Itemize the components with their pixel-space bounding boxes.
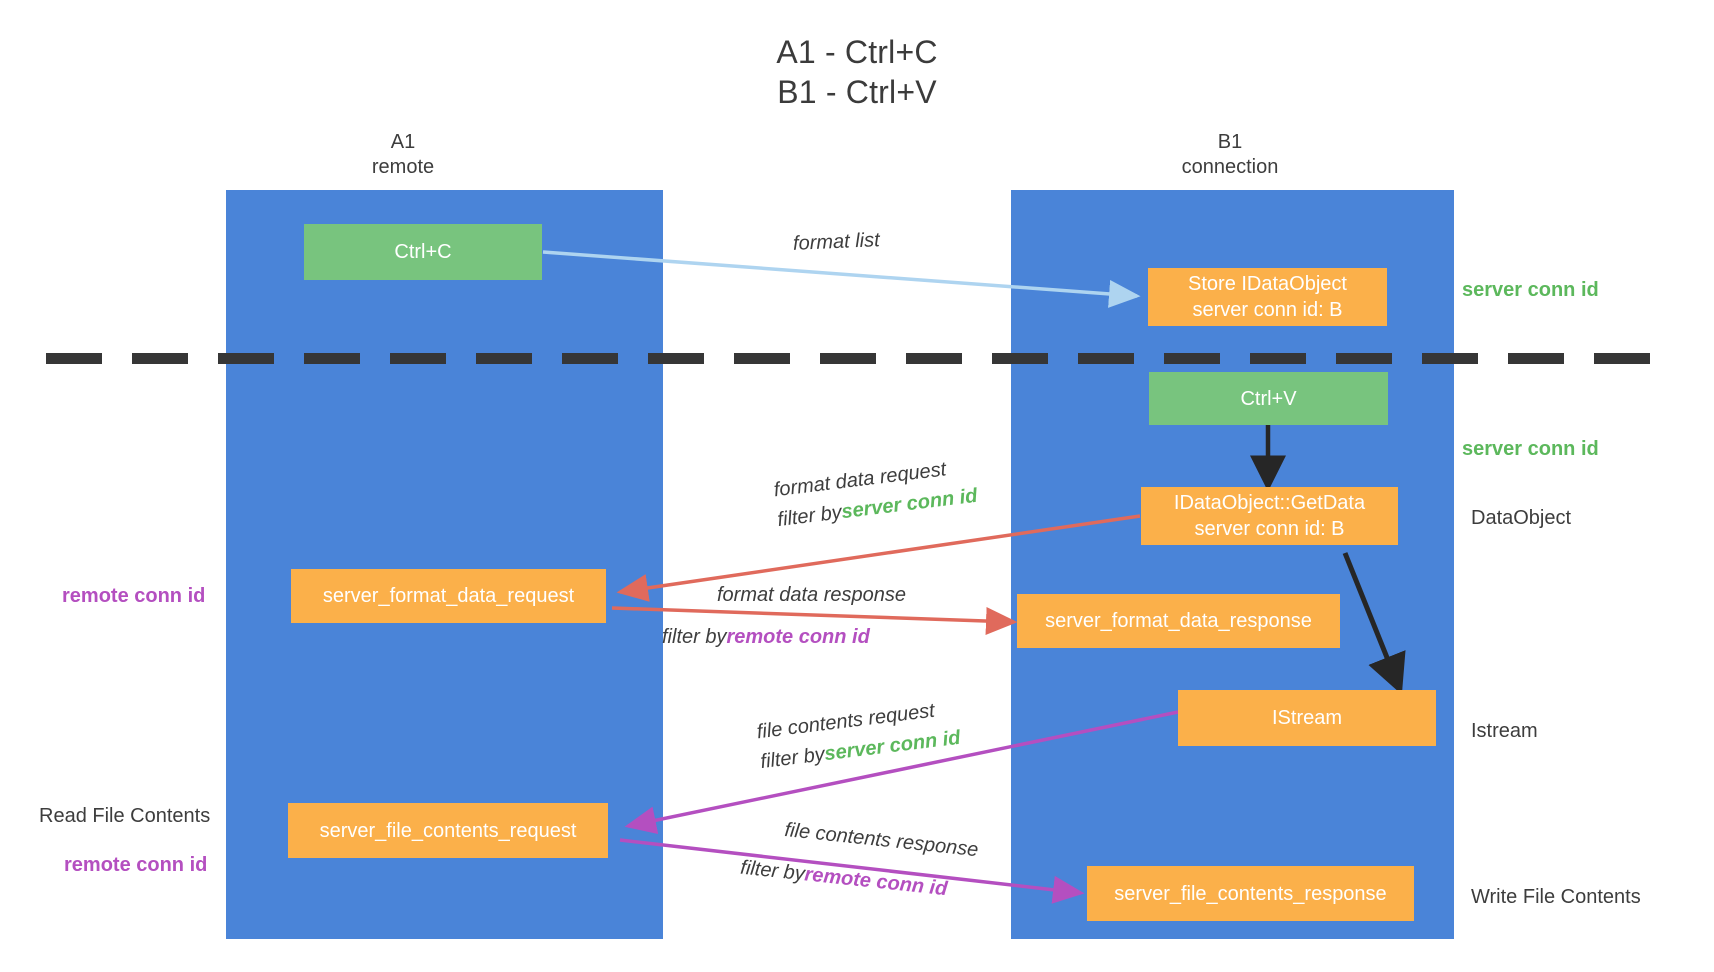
- node-ctrl-v[interactable]: Ctrl+V: [1149, 372, 1388, 425]
- node-store-idataobject-line-1: Store IDataObject: [1188, 273, 1347, 295]
- node-store-idataobject[interactable]: Store IDataObject server conn id: B: [1148, 268, 1387, 326]
- column-header-b1-sub: connection: [1181, 156, 1279, 178]
- column-header-b1-name: B1: [1217, 131, 1243, 153]
- side-label-server-conn-id-1: server conn id: [1462, 279, 1599, 301]
- node-server-format-data-response-label: server_format_data_response: [1045, 610, 1312, 632]
- edge-label-format-data-request-filter-prefix: filter by: [776, 501, 843, 532]
- edge-label-file-contents-response-text: file contents response: [783, 819, 980, 862]
- side-label-istream: Istream: [1471, 720, 1538, 742]
- edge-label-file-contents-response: file contents response filter byremote c…: [739, 815, 980, 907]
- column-header-b1: B1 connection: [1055, 130, 1405, 180]
- node-server-format-data-request-label: server_format_data_request: [322, 585, 575, 607]
- node-ctrl-c-label: Ctrl+C: [394, 241, 452, 263]
- title-line-1: A1 - Ctrl+C: [776, 34, 938, 70]
- edge-label-file-contents-response-filter-prefix: filter by: [739, 856, 806, 886]
- node-server-file-contents-request-label: server_file_contents_request: [319, 819, 577, 842]
- edge-label-file-contents-response-filter-key: remote conn id: [803, 863, 949, 901]
- node-server-format-data-request[interactable]: server_format_data_request: [291, 569, 606, 623]
- title-line-2: B1 - Ctrl+V: [777, 74, 937, 110]
- edge-label-format-list-text: format list: [792, 229, 881, 255]
- side-label-dataobject: DataObject: [1471, 507, 1572, 529]
- node-ctrl-v-label: Ctrl+V: [1240, 387, 1297, 410]
- side-label-remote-conn-id-2: remote conn id: [64, 854, 208, 876]
- node-istream[interactable]: IStream: [1178, 690, 1436, 746]
- node-server-file-contents-request[interactable]: server_file_contents_request: [288, 803, 608, 858]
- side-label-read-file-contents: Read File Contents: [39, 805, 211, 827]
- column-header-a1: A1 remote: [228, 130, 578, 180]
- edge-label-file-contents-request: file contents request filter byserver co…: [755, 693, 962, 777]
- edge-label-format-data-response: format data response filter byremote con…: [662, 580, 906, 652]
- node-server-format-data-response[interactable]: server_format_data_response: [1017, 594, 1340, 648]
- node-server-file-contents-response-label: server_file_contents_response: [1114, 882, 1387, 905]
- node-istream-label: IStream: [1271, 707, 1343, 729]
- side-label-write-file-contents: Write File Contents: [1471, 886, 1641, 908]
- edge-label-format-data-response-filter-key: remote conn id: [726, 626, 870, 648]
- side-label-remote-conn-id-1: remote conn id: [62, 585, 206, 607]
- page-title: A1 - Ctrl+C B1 - Ctrl+V: [0, 32, 1714, 112]
- edge-label-format-data-request: format data request filter byserver conn…: [772, 451, 979, 535]
- edge-label-file-contents-request-filter-prefix: filter by: [759, 743, 826, 774]
- node-store-idataobject-line-2: server conn id: B: [1192, 299, 1343, 321]
- node-getdata[interactable]: IDataObject::GetData server conn id: B: [1141, 487, 1398, 545]
- edge-label-format-data-response-filter-prefix: filter by: [662, 626, 727, 648]
- node-ctrl-c[interactable]: Ctrl+C: [304, 224, 542, 280]
- node-getdata-line-1: IDataObject::GetData: [1173, 492, 1366, 514]
- node-server-file-contents-response[interactable]: server_file_contents_response: [1087, 866, 1414, 921]
- edge-label-format-list: format list: [792, 225, 881, 259]
- phase-divider: [46, 353, 1671, 364]
- column-header-a1-sub: remote: [371, 156, 435, 178]
- edge-label-format-data-response-text: format data response: [717, 584, 906, 606]
- column-header-a1-name: A1: [390, 131, 416, 153]
- side-label-server-conn-id-2: server conn id: [1462, 438, 1599, 460]
- node-getdata-line-2: server conn id: B: [1194, 518, 1345, 540]
